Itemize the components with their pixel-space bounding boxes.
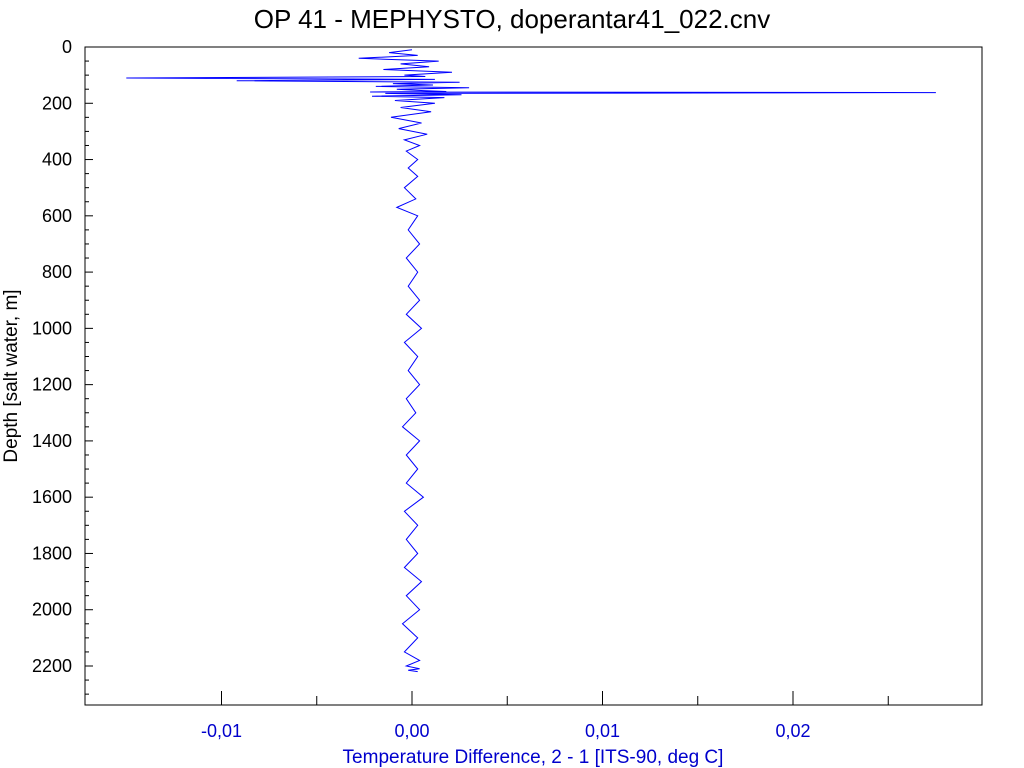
y-tick-label: 1000 xyxy=(32,318,72,338)
y-tick-label: 1200 xyxy=(32,375,72,395)
y-axis: 0 200 400 600 800 1000 1200 1400 1600 1800 2000 220… xyxy=(32,37,93,695)
x-axis: -0,01 0,00 0,01 0,02 xyxy=(201,691,889,741)
y-tick-label: 2200 xyxy=(32,656,72,676)
y-tick-label: 1600 xyxy=(32,487,72,507)
y-tick-label: 200 xyxy=(42,93,72,113)
chart-title: OP 41 - MEPHYSTO, doperantar41_022.cnv xyxy=(254,4,770,34)
x-tick-label: 0,00 xyxy=(394,721,429,741)
y-tick-label: 1400 xyxy=(32,431,72,451)
x-axis-label: Temperature Difference, 2 - 1 [ITS-90, d… xyxy=(343,747,724,768)
x-tick-label: 0,02 xyxy=(775,721,810,741)
plot-frame xyxy=(84,46,983,706)
y-tick-label: 1800 xyxy=(32,543,72,563)
y-tick-label: 0 xyxy=(62,37,72,57)
y-tick-label: 800 xyxy=(42,262,72,282)
x-tick-label: 0,01 xyxy=(585,721,620,741)
series-line xyxy=(126,49,936,673)
y-axis-label: Depth [salt water, m] xyxy=(1,289,22,462)
y-tick-label: 2000 xyxy=(32,600,72,620)
series-group xyxy=(126,49,936,673)
y-tick-label: 400 xyxy=(42,150,72,170)
y-tick-label: 600 xyxy=(42,206,72,226)
x-tick-label: -0,01 xyxy=(201,721,242,741)
